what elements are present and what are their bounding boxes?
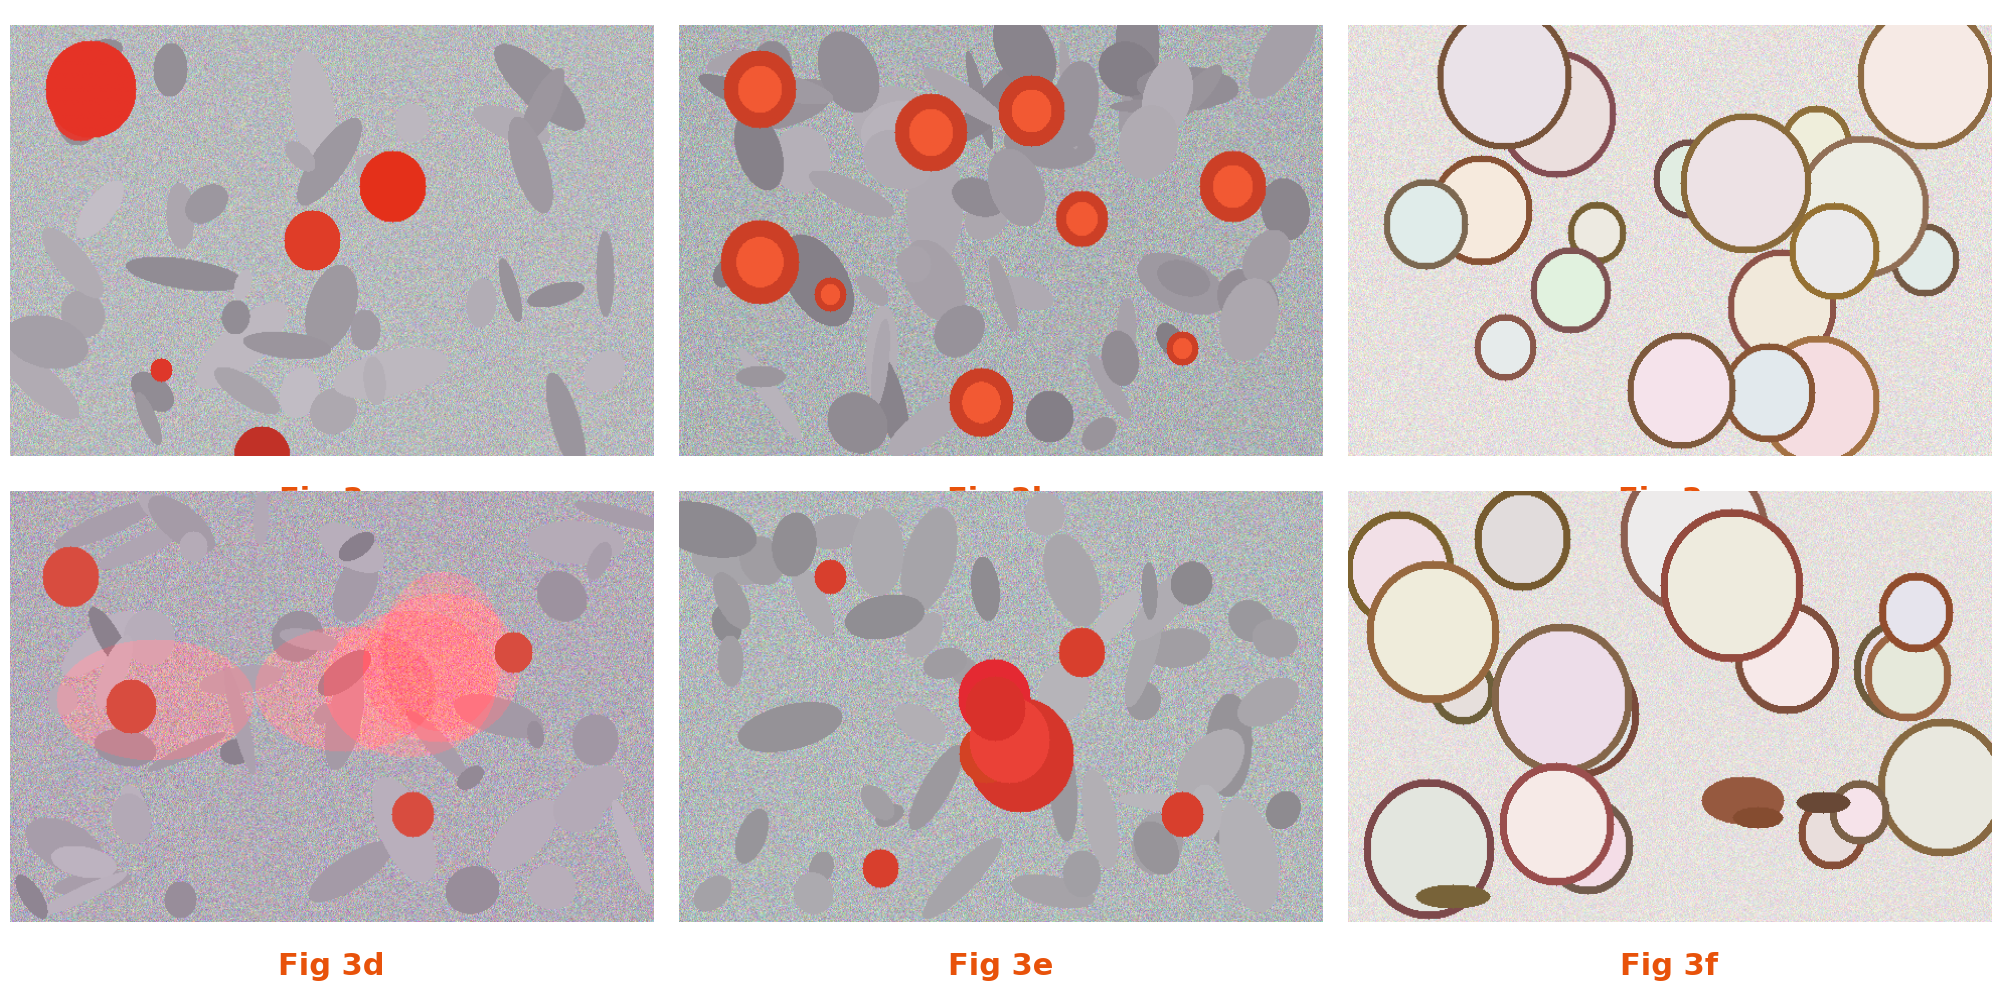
Text: Fig 3b: Fig 3b	[946, 486, 1055, 515]
Text: Fig 3d: Fig 3d	[278, 952, 384, 981]
Text: Fig 3f: Fig 3f	[1621, 952, 1719, 981]
Text: Fig 3a: Fig 3a	[278, 486, 384, 515]
Text: Fig 3e: Fig 3e	[948, 952, 1053, 981]
Text: Fig 3c: Fig 3c	[1619, 486, 1721, 515]
